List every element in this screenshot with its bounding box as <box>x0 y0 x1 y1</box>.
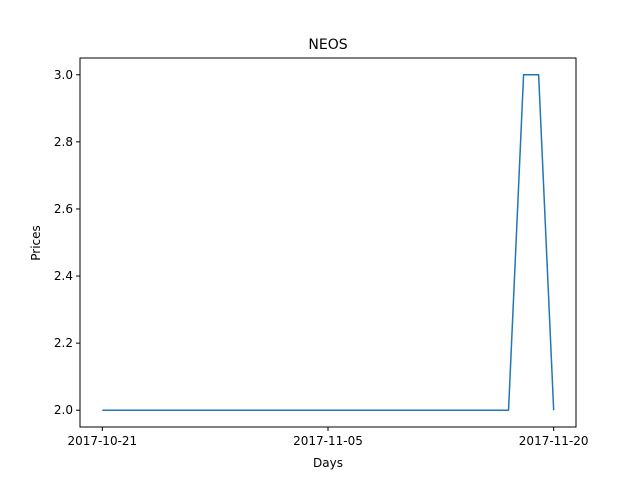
plot-area <box>79 57 577 428</box>
x-axis-label: Days <box>313 456 343 470</box>
y-tick-label: 2.8 <box>54 135 73 149</box>
y-tick-label: 2.0 <box>54 403 73 417</box>
y-tick-label: 3.0 <box>54 68 73 82</box>
chart-title: NEOS <box>308 37 347 53</box>
series-line <box>102 74 555 411</box>
y-tick-label: 2.6 <box>54 202 73 216</box>
y-tick-label: 2.2 <box>54 336 73 350</box>
y-tick-label: 2.4 <box>54 269 73 283</box>
x-tick-label: 2017-11-20 <box>519 434 589 448</box>
y-axis-label: Prices <box>29 225 43 261</box>
y-axis: 2.0 2.2 2.4 2.6 2.8 3.0 <box>54 68 80 417</box>
x-axis: 2017-10-21 2017-11-05 2017-11-20 <box>67 427 589 448</box>
x-tick-label: 2017-11-05 <box>293 434 363 448</box>
x-tick-label: 2017-10-21 <box>67 434 137 448</box>
series-layer <box>102 74 555 411</box>
